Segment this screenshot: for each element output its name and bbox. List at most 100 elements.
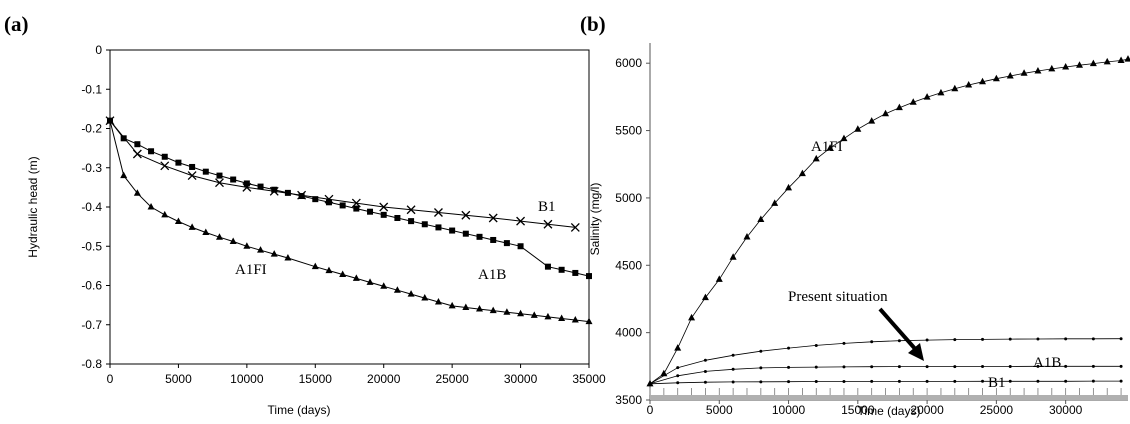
panel-a-series-a1fi xyxy=(106,116,593,325)
panel-a-line-b1 xyxy=(109,120,576,228)
panel-b-point-present-situation xyxy=(648,382,652,386)
panel-a-point-a1b xyxy=(353,205,360,212)
panel-b-series-a1b xyxy=(648,337,1123,386)
panel-b-point-b1 xyxy=(925,365,929,369)
panel-a-x-tick-label: 30000 xyxy=(504,372,538,386)
panel-a-x-tick-label: 5000 xyxy=(165,372,192,386)
panel-a-y-tick-label: -0.4 xyxy=(81,200,102,214)
panel-a-point-a1fi xyxy=(147,203,155,210)
panel-b-label-b1: B1 xyxy=(988,375,1006,391)
panel-a-point-a1b xyxy=(339,202,346,209)
panel-b-line-b1 xyxy=(649,365,1122,385)
panel-a-point-a1b xyxy=(408,218,415,225)
panel-a-point-a1fi xyxy=(202,228,210,236)
panel-b-point-a1fi xyxy=(840,134,848,142)
panel-b-point-b1 xyxy=(1008,364,1012,368)
panel-a-point-a1fi xyxy=(421,294,429,301)
panel-b-point-a1b xyxy=(1064,337,1068,341)
panel-b-point-a1fi xyxy=(992,74,1000,82)
panel-b-point-b1 xyxy=(703,369,707,373)
panel-a-point-a1fi xyxy=(489,306,497,314)
panel-a-y-tick-label: -0.5 xyxy=(81,239,102,253)
panel-a-point-a1b xyxy=(325,199,332,206)
panel-b-point-a1fi xyxy=(715,275,723,282)
panel-b-point-a1fi xyxy=(965,81,973,88)
panel-b-x-tick-label: 10000 xyxy=(772,403,806,417)
panel-a-point-a1fi xyxy=(503,308,511,315)
panel-b-y-tick-label: 4500 xyxy=(615,258,642,272)
panel-a-y-tick-label: -0.8 xyxy=(81,357,102,371)
panel-b-point-present-situation xyxy=(1036,379,1040,383)
panel-b-x-tick-label: 25000 xyxy=(980,403,1014,417)
panel-a-point-a1b xyxy=(367,208,374,215)
panel-a: (a) Time (days) Hydraulic head (m) 0 5000… xyxy=(4,12,606,417)
panel-b-point-a1fi xyxy=(1034,67,1042,74)
panel-b-label-a1b: A1B xyxy=(1033,355,1061,371)
panel-a-point-b1 xyxy=(132,149,142,159)
panel-b-point-a1fi xyxy=(1117,56,1125,64)
panel-b-point-b1 xyxy=(814,365,818,369)
panel-b-point-a1fi xyxy=(660,369,668,377)
panel-b-point-a1fi xyxy=(771,199,779,206)
panel-b-point-b1 xyxy=(953,365,957,369)
panel-a-point-a1b xyxy=(490,236,497,243)
panel-a-point-a1b xyxy=(257,183,264,190)
panel-b-point-b1 xyxy=(1091,364,1095,368)
panel-b-x-tick-label: 5000 xyxy=(706,403,733,417)
panel-b-point-a1fi xyxy=(868,117,876,124)
panel-a-point-a1fi xyxy=(407,290,415,297)
panel-a-point-a1b xyxy=(134,141,141,148)
panel-b-series-a1fi xyxy=(646,55,1130,387)
panel-a-point-a1b xyxy=(544,263,551,270)
panel-b-line-a1b xyxy=(649,338,1122,385)
panel-b-point-b1 xyxy=(731,367,735,371)
panel-b-point-b1 xyxy=(981,364,985,368)
panel-b-point-b1 xyxy=(897,365,901,369)
panel-b-point-a1fi xyxy=(785,183,793,191)
panel-b-point-a1fi xyxy=(937,88,945,96)
panel-b-point-present-situation xyxy=(1008,379,1012,383)
panel-b-point-present-situation xyxy=(759,380,763,384)
panel-b-point-a1b xyxy=(731,353,735,357)
panel-b-point-present-situation xyxy=(787,380,791,384)
panel-a-point-a1b xyxy=(189,163,196,170)
panel-b-point-b1 xyxy=(759,366,763,370)
panel-b-point-b1 xyxy=(842,365,846,369)
panel-a-x-tick-label: 25000 xyxy=(435,372,469,386)
panel-b-present-arrowhead xyxy=(908,343,924,361)
panel-a-point-a1fi xyxy=(476,305,484,312)
panel-b-x-tick-label: 0 xyxy=(647,403,654,417)
panel-b-point-a1fi xyxy=(1103,57,1111,65)
panel-a-x-tick-label: 10000 xyxy=(230,372,264,386)
panel-b-point-a1fi xyxy=(812,154,820,162)
panel-a-point-a1fi xyxy=(311,262,319,270)
panel-b-point-present-situation xyxy=(1119,379,1123,383)
panel-a-x-axis-label: Time (days) xyxy=(268,403,331,417)
panel-b-point-a1fi xyxy=(688,313,696,321)
panel-a-x-tick-label: 0 xyxy=(107,372,114,386)
panel-b-x-tick-label: 20000 xyxy=(910,403,944,417)
panel-a-x-tick-label: 35000 xyxy=(572,372,606,386)
panel-a-point-a1fi xyxy=(366,278,374,285)
panel-a-point-a1b xyxy=(161,153,168,160)
panel-a-point-a1fi xyxy=(257,246,265,253)
panel-b-point-a1fi xyxy=(979,77,987,85)
panel-b-label: (b) xyxy=(580,12,606,36)
panel-b-point-present-situation xyxy=(1091,379,1095,383)
panel-b-point-a1fi xyxy=(798,169,806,177)
panel-a-point-a1fi xyxy=(106,116,114,124)
panel-a-point-b1 xyxy=(488,213,498,223)
panel-b-y-tick-label: 5000 xyxy=(615,191,642,205)
panel-b-point-present-situation xyxy=(870,379,874,383)
panel-a-point-b1 xyxy=(461,210,471,220)
panel-b-point-a1fi xyxy=(1006,72,1014,79)
panel-a-y-tick-label: 0 xyxy=(95,43,102,57)
panel-a-point-a1b xyxy=(120,135,127,142)
panel-b-series-b1 xyxy=(648,364,1123,386)
panel-a-point-a1b xyxy=(380,211,387,218)
panel-a-point-a1fi xyxy=(174,217,182,225)
panel-a-label-b1: B1 xyxy=(538,199,556,215)
panel-a-point-a1b xyxy=(202,168,209,175)
panel-b-point-b1 xyxy=(1119,364,1123,368)
panel-a-point-a1fi xyxy=(380,282,388,289)
